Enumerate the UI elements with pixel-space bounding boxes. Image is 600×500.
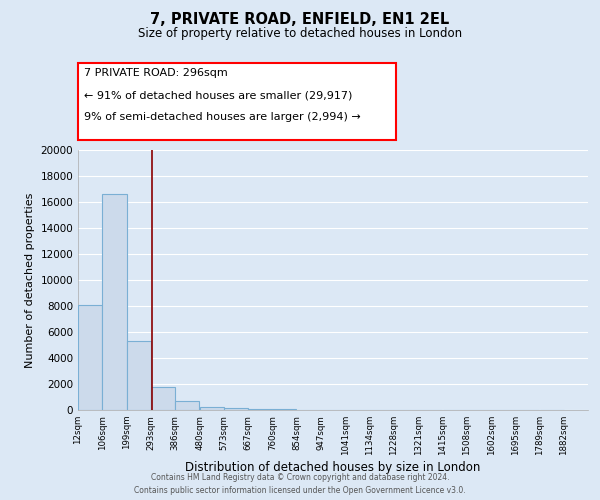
Bar bbox=[224, 408, 248, 410]
Text: Size of property relative to detached houses in London: Size of property relative to detached ho… bbox=[138, 28, 462, 40]
Text: Contains public sector information licensed under the Open Government Licence v3: Contains public sector information licen… bbox=[134, 486, 466, 495]
Y-axis label: Number of detached properties: Number of detached properties bbox=[25, 192, 35, 368]
Bar bbox=[151, 386, 175, 410]
Text: 7, PRIVATE ROAD, ENFIELD, EN1 2EL: 7, PRIVATE ROAD, ENFIELD, EN1 2EL bbox=[151, 12, 449, 28]
Bar bbox=[127, 341, 151, 410]
Text: 9% of semi-detached houses are larger (2,994) →: 9% of semi-detached houses are larger (2… bbox=[84, 112, 361, 122]
Bar bbox=[200, 408, 224, 410]
Bar bbox=[175, 401, 199, 410]
Bar bbox=[78, 304, 102, 410]
Bar bbox=[103, 194, 127, 410]
Text: Contains HM Land Registry data © Crown copyright and database right 2024.: Contains HM Land Registry data © Crown c… bbox=[151, 474, 449, 482]
Text: 7 PRIVATE ROAD: 296sqm: 7 PRIVATE ROAD: 296sqm bbox=[84, 68, 228, 78]
Bar bbox=[248, 408, 272, 410]
Text: ← 91% of detached houses are smaller (29,917): ← 91% of detached houses are smaller (29… bbox=[84, 90, 352, 100]
X-axis label: Distribution of detached houses by size in London: Distribution of detached houses by size … bbox=[185, 461, 481, 474]
